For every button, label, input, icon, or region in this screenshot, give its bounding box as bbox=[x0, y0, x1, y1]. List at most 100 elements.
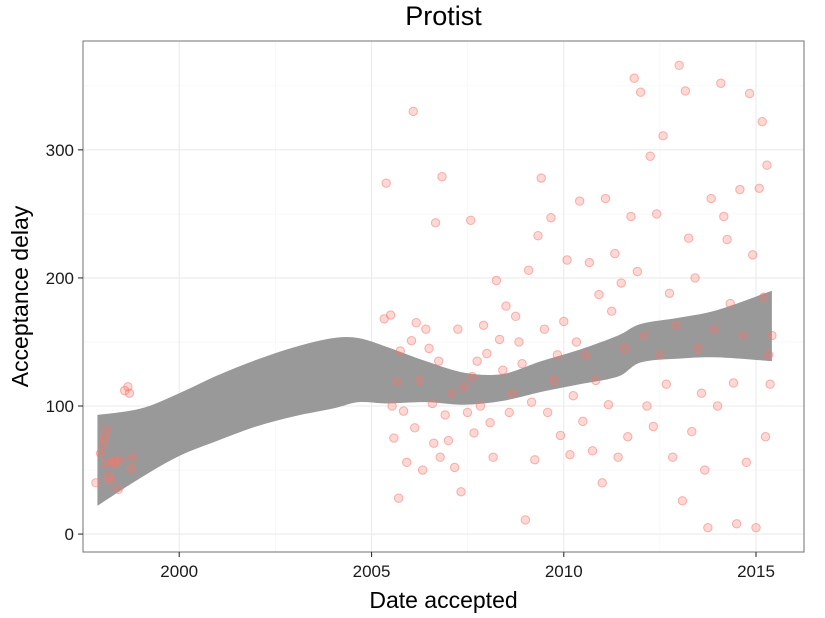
data-point bbox=[639, 330, 649, 341]
data-point bbox=[658, 131, 668, 141]
data-point bbox=[475, 401, 486, 411]
y-tick-label: 100 bbox=[46, 397, 74, 416]
data-point bbox=[613, 452, 623, 462]
data-point bbox=[533, 230, 543, 241]
data-point bbox=[763, 350, 774, 360]
data-point bbox=[767, 330, 777, 341]
data-point bbox=[674, 60, 684, 71]
data-point bbox=[716, 78, 726, 88]
data-point bbox=[725, 298, 735, 309]
data-point bbox=[469, 428, 479, 438]
data-point bbox=[594, 289, 604, 300]
data-point bbox=[610, 248, 620, 259]
data-point bbox=[95, 448, 106, 459]
data-point bbox=[571, 337, 582, 347]
data-point bbox=[99, 433, 110, 443]
data-point bbox=[690, 273, 700, 283]
x-tick-label: 2005 bbox=[353, 562, 391, 581]
data-point bbox=[728, 378, 739, 388]
data-point bbox=[536, 173, 546, 183]
data-point bbox=[392, 376, 402, 387]
data-point bbox=[126, 464, 136, 474]
data-point bbox=[562, 255, 572, 265]
data-point bbox=[568, 391, 578, 401]
data-point bbox=[696, 388, 707, 398]
confidence-band bbox=[97, 290, 772, 506]
data-point bbox=[552, 350, 563, 360]
y-tick-label: 300 bbox=[46, 141, 74, 160]
data-point bbox=[629, 73, 639, 83]
data-point bbox=[385, 310, 396, 320]
x-axis: 2000 2005 2010 2015 bbox=[160, 552, 775, 581]
data-point bbox=[765, 379, 775, 389]
y-tick-label: 0 bbox=[65, 525, 74, 544]
data-point bbox=[748, 250, 758, 260]
data-point bbox=[449, 462, 460, 473]
data-point bbox=[738, 330, 748, 341]
data-point bbox=[722, 234, 732, 245]
data-point bbox=[539, 324, 550, 334]
data-point bbox=[410, 423, 420, 433]
data-point bbox=[687, 426, 697, 437]
data-point bbox=[709, 324, 720, 334]
data-point bbox=[542, 407, 553, 418]
data-point bbox=[581, 350, 591, 360]
data-point bbox=[113, 484, 123, 494]
data-point bbox=[648, 421, 659, 432]
data-point bbox=[127, 452, 138, 462]
data-point bbox=[731, 519, 742, 529]
y-axis: 0 100 200 300 bbox=[46, 141, 83, 544]
data-point bbox=[635, 87, 646, 97]
y-axis-title: Acceptance delay bbox=[7, 205, 33, 387]
data-point bbox=[437, 172, 447, 182]
data-point bbox=[549, 375, 559, 386]
scatter-points bbox=[91, 60, 777, 533]
data-point bbox=[434, 356, 444, 366]
data-point bbox=[578, 416, 588, 427]
data-point bbox=[632, 266, 643, 277]
data-point bbox=[680, 86, 691, 96]
data-point bbox=[603, 400, 614, 410]
data-point bbox=[565, 449, 575, 460]
data-point bbox=[606, 306, 617, 316]
data-point bbox=[523, 265, 534, 275]
data-point bbox=[430, 218, 441, 228]
data-point bbox=[446, 388, 457, 398]
x-axis-title: Date accepted bbox=[369, 587, 517, 613]
chart-title: Protist bbox=[405, 1, 482, 31]
data-point bbox=[744, 88, 755, 99]
data-point bbox=[597, 478, 607, 488]
data-point bbox=[642, 401, 652, 411]
data-point bbox=[706, 193, 716, 204]
data-point bbox=[417, 465, 428, 475]
data-point bbox=[758, 292, 769, 302]
data-point bbox=[520, 515, 531, 525]
data-point bbox=[440, 410, 450, 420]
data-point bbox=[703, 522, 713, 533]
data-point bbox=[462, 407, 473, 418]
data-point bbox=[651, 209, 662, 219]
data-point bbox=[389, 433, 399, 443]
data-point bbox=[559, 316, 569, 327]
data-point bbox=[507, 388, 518, 398]
data-point bbox=[466, 215, 476, 226]
data-point bbox=[387, 401, 397, 411]
data-point bbox=[398, 406, 409, 416]
data-point bbox=[574, 196, 585, 206]
data-point bbox=[406, 335, 417, 346]
x-tick-label: 2015 bbox=[737, 562, 775, 581]
data-point bbox=[757, 116, 767, 127]
data-point bbox=[655, 350, 665, 360]
data-point bbox=[645, 151, 655, 161]
data-point bbox=[429, 438, 439, 448]
data-point bbox=[510, 311, 521, 322]
data-point bbox=[393, 493, 404, 503]
x-tick-label: 2010 bbox=[545, 562, 583, 581]
minor-grid bbox=[82, 41, 804, 552]
data-point bbox=[124, 388, 135, 398]
data-point bbox=[760, 432, 771, 442]
data-point bbox=[712, 401, 723, 411]
data-point bbox=[762, 160, 772, 170]
